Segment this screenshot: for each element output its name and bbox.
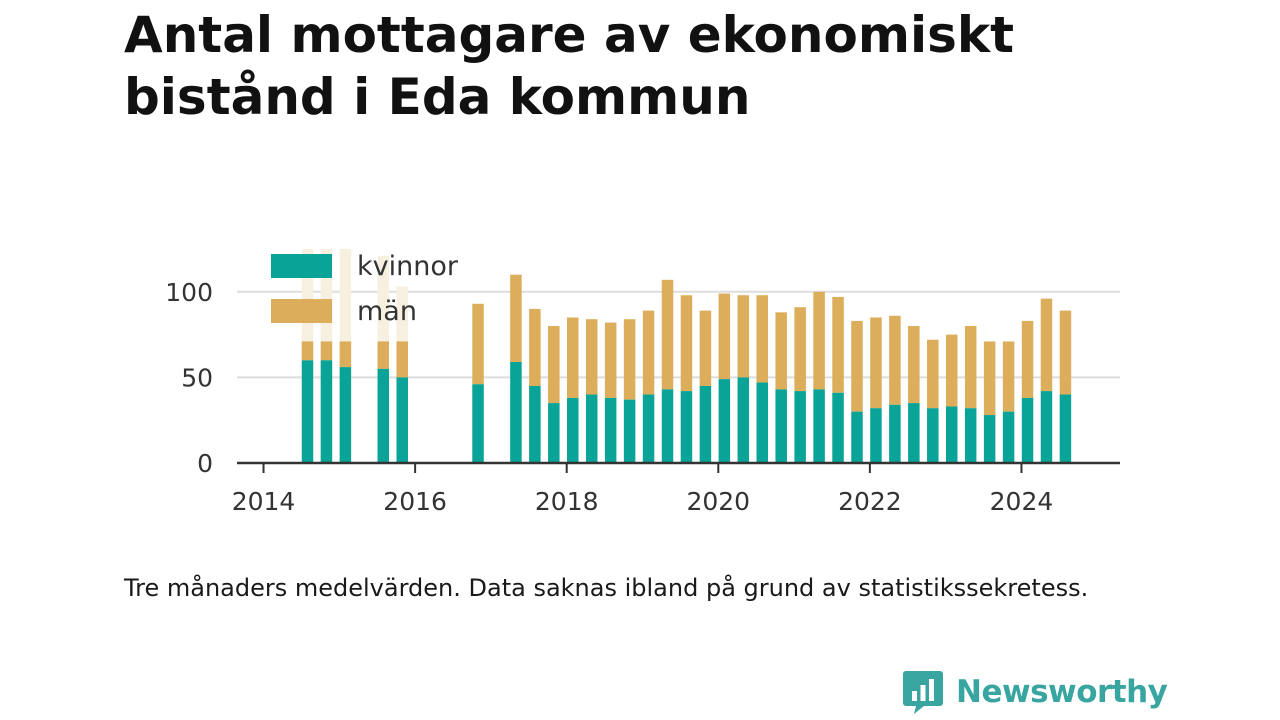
- bar-man: [983, 341, 996, 416]
- bar-man: [775, 312, 787, 390]
- bar-kvinnor: [585, 394, 598, 463]
- bar-man: [339, 341, 352, 368]
- bar-man: [870, 317, 882, 409]
- bar-kvinnor: [851, 411, 863, 463]
- x-tick-label: 2024: [990, 487, 1054, 516]
- bar-man: [661, 279, 674, 390]
- bar-man: [832, 296, 844, 393]
- bar-man: [945, 334, 958, 407]
- bar-man: [851, 320, 863, 412]
- legend-label: kvinnor: [357, 251, 459, 282]
- bar-man: [1040, 298, 1053, 392]
- bar-kvinnor: [945, 406, 958, 463]
- bar-kvinnor: [301, 360, 314, 463]
- bar-kvinnor: [775, 389, 787, 463]
- y-tick-label: 50: [181, 363, 213, 392]
- bars: [301, 249, 1072, 463]
- stacked-bar-chart: 0 50 100 2014 2016 2018 2020 2022 2024 kvinnor mä…: [165, 249, 1120, 516]
- bar-man: [529, 308, 541, 386]
- x-tick-label: 2016: [383, 487, 447, 516]
- bar-kvinnor: [718, 379, 731, 463]
- bar-kvinnor: [983, 415, 996, 463]
- bar-man: [794, 307, 806, 392]
- bar-man: [396, 341, 408, 378]
- bar-kvinnor: [964, 408, 977, 463]
- legend-label: män: [357, 296, 417, 327]
- bar-man: [1021, 320, 1034, 398]
- brand-name: Newsworthy: [956, 674, 1168, 710]
- legend-swatch: [271, 254, 332, 278]
- bar-man: [1059, 310, 1072, 395]
- bar-kvinnor: [472, 384, 484, 463]
- bar-kvinnor: [794, 391, 806, 463]
- bar-man: [964, 326, 977, 409]
- bar-kvinnor: [623, 399, 636, 463]
- bar-man: [699, 310, 712, 386]
- x-tick-label: 2018: [535, 487, 599, 516]
- bar-kvinnor: [642, 394, 655, 463]
- bar-man: [567, 317, 579, 398]
- bar-kvinnor: [889, 404, 901, 463]
- bar-kvinnor: [832, 392, 844, 463]
- bar-man: [737, 295, 750, 378]
- bar-man: [548, 326, 560, 404]
- bar-kvinnor: [567, 397, 579, 463]
- bar-kvinnor: [396, 377, 408, 463]
- chart-title: Antal mottagare av ekonomiskt bistånd i …: [124, 6, 1014, 126]
- bar-man: [1002, 341, 1015, 412]
- y-tick-label: 100: [165, 278, 213, 307]
- bar-man: [320, 341, 333, 361]
- bar-man: [908, 326, 920, 404]
- bar-man: [718, 293, 731, 380]
- bar-man: [472, 303, 484, 385]
- bar-kvinnor: [699, 385, 712, 463]
- bar-man: [889, 315, 901, 405]
- bar-kvinnor: [529, 385, 541, 463]
- bar-kvinnor: [377, 368, 390, 463]
- bar-kvinnor: [604, 397, 617, 463]
- axes: 0 50 100 2014 2016 2018 2020 2022 2024: [165, 278, 1120, 516]
- bar-kvinnor: [927, 408, 939, 463]
- x-tick-label: 2014: [232, 487, 296, 516]
- bar-kvinnor: [320, 360, 333, 463]
- bar-man: [510, 274, 522, 362]
- newsworthy-brand: Newsworthy: [902, 668, 1168, 716]
- bar-man: [377, 341, 390, 369]
- bar-man: [642, 310, 655, 395]
- bar-man: [301, 341, 314, 361]
- newsworthy-logo-icon: [903, 671, 943, 714]
- bar-kvinnor: [680, 391, 693, 463]
- bar-kvinnor: [510, 361, 522, 463]
- bar-kvinnor: [1002, 411, 1015, 463]
- x-tick-label: 2020: [686, 487, 750, 516]
- bar-kvinnor: [548, 403, 560, 463]
- bar-kvinnor: [1040, 391, 1053, 463]
- bar-man: [813, 291, 825, 390]
- legend: kvinnor män: [271, 251, 459, 327]
- bar-man: [680, 295, 693, 392]
- bar-kvinnor: [870, 408, 882, 463]
- bar-kvinnor: [1059, 394, 1072, 463]
- bar-man: [927, 339, 939, 409]
- bar-kvinnor: [813, 389, 825, 463]
- bar-kvinnor: [908, 403, 920, 463]
- bar-kvinnor: [661, 389, 674, 463]
- bar-man: [585, 319, 598, 395]
- legend-swatch: [271, 299, 332, 323]
- bar-kvinnor: [339, 367, 352, 463]
- x-tick-label: 2022: [838, 487, 902, 516]
- bar-kvinnor: [1021, 397, 1034, 463]
- chart-note: Tre månaders medelvärden. Data saknas ib…: [124, 574, 1089, 602]
- y-tick-label: 0: [197, 449, 213, 478]
- bar-man: [623, 319, 636, 400]
- bar-man: [756, 295, 769, 383]
- bar-man: [604, 322, 617, 398]
- bar-kvinnor: [756, 382, 769, 463]
- bar-kvinnor: [737, 377, 750, 463]
